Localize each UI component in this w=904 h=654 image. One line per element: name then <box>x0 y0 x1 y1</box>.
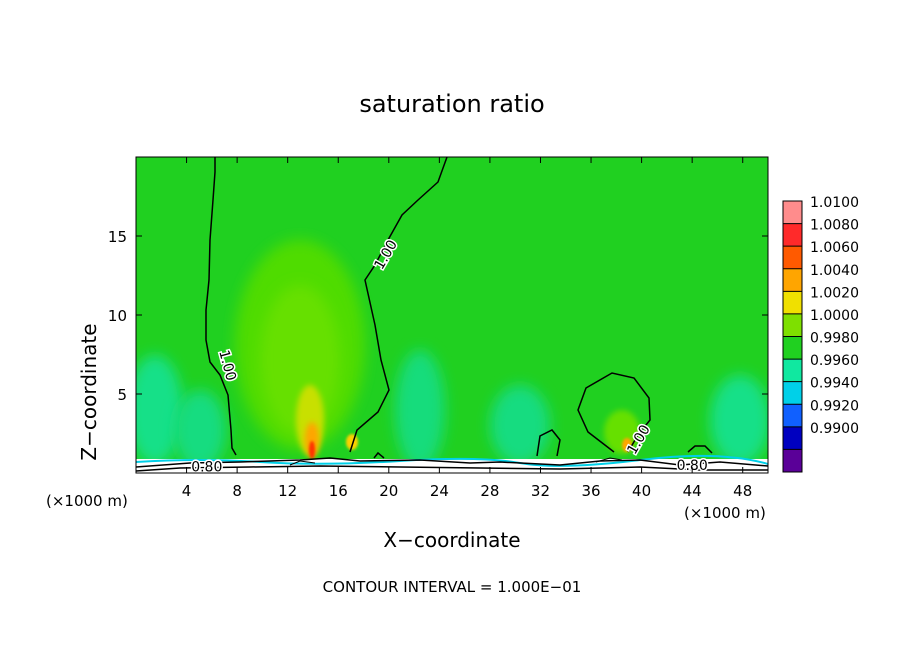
contour-line <box>536 429 561 457</box>
y-tick-label: 5 <box>117 386 127 404</box>
contour-lines <box>136 157 768 472</box>
colorbar-swatch <box>783 313 802 337</box>
colorbar-swatch <box>783 404 802 428</box>
colorbar-swatch <box>783 426 802 450</box>
ground-edge <box>136 454 768 467</box>
saturation-field-blobs <box>136 240 768 473</box>
x-tick-label: 8 <box>232 482 242 500</box>
x-tick-label: 16 <box>329 482 348 500</box>
x-tick-label: 48 <box>733 482 752 500</box>
colorbar-swatch <box>783 246 802 270</box>
colorbar-swatch <box>783 381 802 405</box>
colorbar-label: 0.9920 <box>810 398 859 414</box>
contour-line <box>577 372 651 453</box>
x-tick-label: 32 <box>531 482 550 500</box>
field-plume-core <box>305 422 319 458</box>
colorbar-swatch <box>783 336 802 360</box>
colorbar-swatch <box>783 359 802 382</box>
x-unit-right: (×1000 m) <box>684 504 766 522</box>
x-axis-label: X−coordinate <box>383 528 520 552</box>
contour-line <box>349 157 448 453</box>
contour-label: 0.80 <box>677 458 708 474</box>
x-tick-label: 44 <box>683 482 702 500</box>
x-tick-label: 20 <box>379 482 398 500</box>
colorbar-label: 1.0060 <box>810 240 859 256</box>
x-tick-label: 28 <box>480 482 499 500</box>
contour-line <box>595 457 623 463</box>
chart-title: saturation ratio <box>359 90 544 118</box>
field-patch <box>710 375 768 465</box>
contour-line <box>136 465 768 472</box>
colorbar-label: 0.9980 <box>810 331 859 347</box>
x-tick-label: 36 <box>581 482 600 500</box>
colorbar-label: 0.9960 <box>810 353 859 369</box>
x-tick-label: 24 <box>430 482 449 500</box>
colorbar-label: 1.0000 <box>810 308 859 324</box>
colorbar-label: 1.0020 <box>810 285 859 301</box>
contour-interval-note: CONTOUR INTERVAL = 1.000E−01 <box>323 578 582 596</box>
colorbar-swatch <box>783 223 802 247</box>
x-tick-label: 40 <box>632 482 651 500</box>
y-tick-label: 15 <box>108 228 127 246</box>
colorbar-swatch <box>783 291 802 315</box>
x-tick-label: 12 <box>278 482 297 500</box>
y-axis-label: Z−coordinate <box>77 323 101 460</box>
colorbar-swatch <box>783 449 802 473</box>
field-patch <box>490 385 550 465</box>
field-plume-core <box>309 441 315 459</box>
field-patch <box>395 350 445 470</box>
x-unit-left: (×1000 m) <box>46 492 128 510</box>
colorbar-label: 0.9900 <box>810 421 859 437</box>
colorbar-label: 0.9940 <box>810 376 859 392</box>
field-patch <box>174 390 226 470</box>
colorbar-label: 1.0100 <box>810 195 859 211</box>
colorbar-label: 1.0080 <box>810 218 859 234</box>
contour-line <box>373 451 385 459</box>
colorbar-label: 1.0040 <box>810 263 859 279</box>
field-patch <box>136 355 183 465</box>
x-tick-label: 4 <box>182 482 192 500</box>
contour-line <box>289 460 316 466</box>
colorbar-swatch <box>783 201 802 224</box>
contour-line <box>687 445 713 454</box>
y-tick-label: 10 <box>108 307 127 325</box>
plot-area: 1.001.001.000.80 0.80 4 8 12 16 20 24 28 32 36 40 4… <box>108 156 769 500</box>
contour-label: 0.80 <box>191 459 222 475</box>
contour-line <box>205 157 237 456</box>
contour-line <box>136 457 768 468</box>
colorbar: 1.0100 1.0080 1.0060 1.0040 1.0020 1.0000 0.99… <box>782 195 859 473</box>
colorbar-swatch <box>783 268 802 292</box>
